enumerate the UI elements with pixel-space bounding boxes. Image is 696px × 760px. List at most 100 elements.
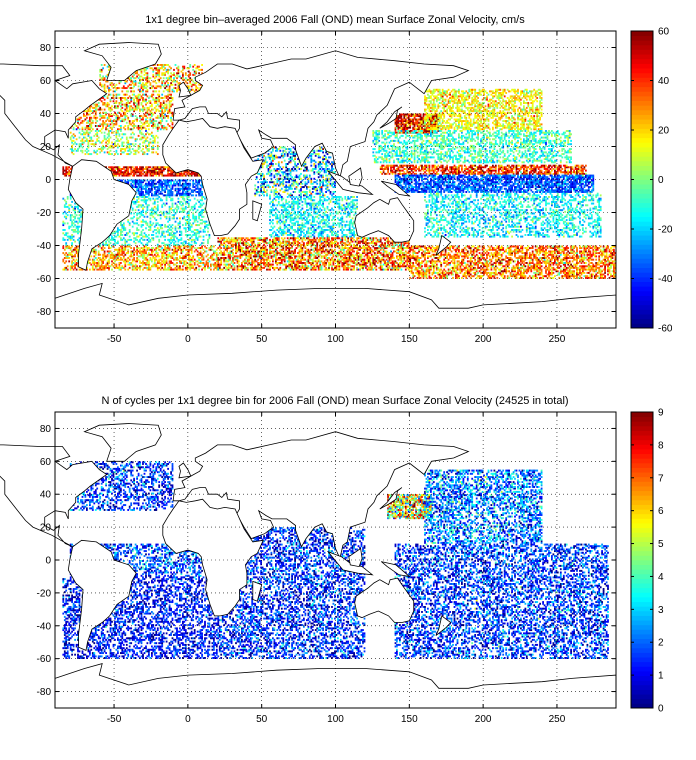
field-cell xyxy=(74,148,76,150)
field-cell xyxy=(110,119,112,121)
field-cell xyxy=(147,175,149,177)
field-cell xyxy=(144,109,146,111)
field-cell xyxy=(120,153,122,155)
field-cell xyxy=(80,209,82,211)
field-cell xyxy=(185,229,187,231)
field-cell xyxy=(120,99,122,101)
field-cell xyxy=(62,252,64,254)
field-cell xyxy=(256,176,258,178)
field-cell xyxy=(119,94,121,96)
field-cell xyxy=(108,269,110,271)
field-cell xyxy=(111,127,113,129)
field-cell xyxy=(67,222,69,224)
field-cell xyxy=(136,166,138,168)
field-cell xyxy=(178,198,180,200)
field-cell xyxy=(257,181,259,183)
field-cell xyxy=(197,185,199,187)
field-cell xyxy=(70,204,72,206)
field-cell xyxy=(321,188,323,190)
field-cell xyxy=(141,72,143,74)
field-cell xyxy=(142,89,144,91)
field-cell xyxy=(123,168,125,170)
field-cell xyxy=(179,221,181,223)
field-cell xyxy=(172,224,174,226)
field-cell xyxy=(141,231,143,233)
field-cell xyxy=(185,77,187,79)
field-cell xyxy=(96,128,98,130)
field-cell xyxy=(271,189,273,191)
field-cell xyxy=(148,145,150,147)
field-cell xyxy=(170,181,172,183)
field-cell xyxy=(99,74,101,76)
field-cell xyxy=(160,269,162,271)
field-cell xyxy=(160,198,162,200)
field-cell xyxy=(92,122,94,124)
field-cell xyxy=(93,150,95,152)
field-cell xyxy=(313,171,315,173)
field-cell xyxy=(152,234,154,236)
field-cell xyxy=(102,127,104,129)
field-cell xyxy=(126,241,128,243)
field-cell xyxy=(95,254,97,256)
field-cell xyxy=(152,127,154,129)
field-cell xyxy=(120,109,122,111)
field-cell xyxy=(178,259,180,261)
field-cell xyxy=(127,168,129,170)
field-cell xyxy=(129,175,131,177)
field-cell xyxy=(152,74,154,76)
field-cell xyxy=(169,206,171,208)
field-cell xyxy=(104,151,106,153)
field-cell xyxy=(278,163,280,165)
field-cell xyxy=(68,166,70,168)
field-cell xyxy=(105,241,107,243)
field-cell xyxy=(141,265,143,267)
field-cell xyxy=(194,259,196,261)
field-cell xyxy=(133,249,135,251)
field-cell xyxy=(116,264,118,266)
field-cell xyxy=(136,265,138,267)
field-cell xyxy=(181,71,183,73)
field-cell xyxy=(98,251,100,253)
field-cell xyxy=(80,117,82,119)
field-cell xyxy=(64,222,66,224)
field-cell xyxy=(77,122,79,124)
field-cell xyxy=(139,99,141,101)
field-cell xyxy=(161,193,163,195)
field-cell xyxy=(148,237,150,239)
field-cell xyxy=(183,216,185,218)
field-cell xyxy=(150,100,152,102)
field-cell xyxy=(102,120,104,122)
field-cell xyxy=(98,105,100,107)
field-cell xyxy=(108,259,110,261)
field-cell xyxy=(161,204,163,206)
field-cell xyxy=(150,241,152,243)
field-cell xyxy=(189,229,191,231)
field-cell xyxy=(282,166,284,168)
field-cell xyxy=(268,168,270,170)
field-cell xyxy=(117,153,119,155)
field-cell xyxy=(182,249,184,251)
field-cell xyxy=(185,231,187,233)
field-cell xyxy=(79,226,81,228)
field-cell xyxy=(181,260,183,262)
field-cell xyxy=(107,119,109,121)
field-cell xyxy=(82,130,84,132)
field-cell xyxy=(281,188,283,190)
field-cell xyxy=(108,138,110,140)
field-cell xyxy=(133,241,135,243)
field-cell xyxy=(77,208,79,210)
field-cell xyxy=(169,219,171,221)
field-cell xyxy=(120,222,122,224)
field-cell xyxy=(93,269,95,271)
field-cell xyxy=(166,120,168,122)
field-cell xyxy=(291,188,293,190)
field-cell xyxy=(71,201,73,203)
field-cell xyxy=(195,234,197,236)
field-cell xyxy=(157,142,159,144)
field-cell xyxy=(65,260,67,262)
field-cell xyxy=(166,109,168,111)
field-cell xyxy=(192,69,194,71)
field-cell xyxy=(152,181,154,183)
field-cell xyxy=(281,178,283,180)
field-cell xyxy=(152,135,154,137)
